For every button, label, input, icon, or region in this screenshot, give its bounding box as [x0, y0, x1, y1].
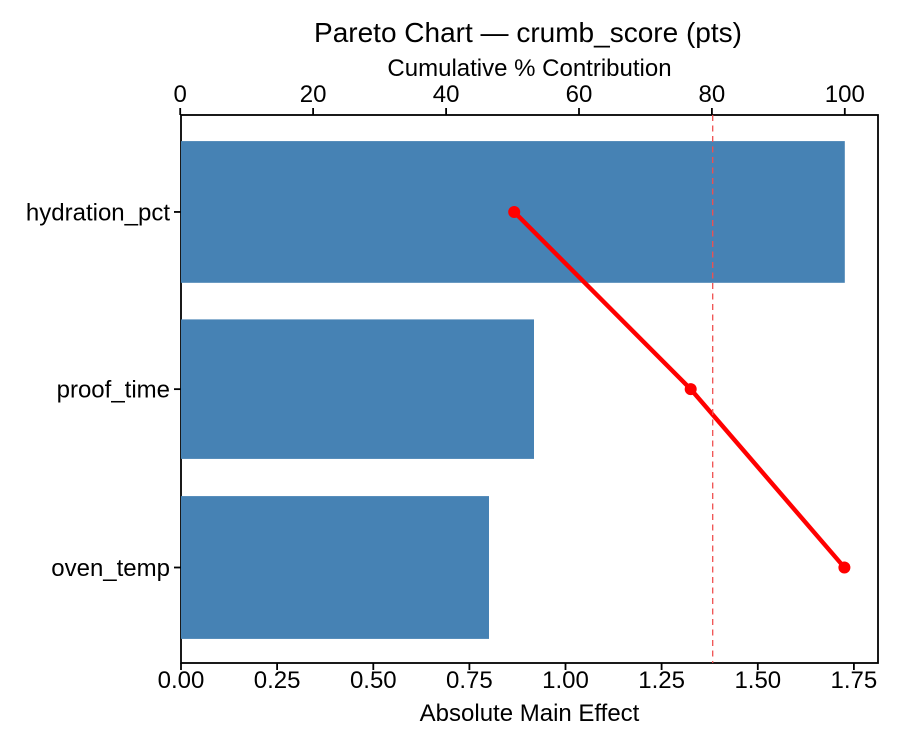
svg-text:0.75: 0.75	[446, 667, 493, 694]
svg-text:1.50: 1.50	[734, 667, 781, 694]
svg-text:Absolute Main Effect: Absolute Main Effect	[420, 700, 640, 727]
svg-text:80: 80	[699, 81, 726, 108]
svg-text:1.75: 1.75	[831, 667, 878, 694]
svg-text:0.25: 0.25	[254, 667, 301, 694]
svg-text:proof_time: proof_time	[57, 377, 170, 404]
svg-text:1.00: 1.00	[542, 667, 589, 694]
svg-text:0.00: 0.00	[158, 667, 205, 694]
svg-text:40: 40	[433, 81, 460, 108]
svg-text:oven_temp: oven_temp	[51, 555, 170, 582]
svg-text:1.25: 1.25	[638, 667, 685, 694]
svg-text:60: 60	[566, 81, 593, 108]
svg-text:20: 20	[300, 81, 327, 108]
svg-text:Cumulative % Contribution: Cumulative % Contribution	[387, 55, 671, 82]
svg-text:0.50: 0.50	[350, 667, 397, 694]
svg-text:0: 0	[174, 81, 187, 108]
svg-text:Pareto Chart — crumb_score (pt: Pareto Chart — crumb_score (pts)	[314, 17, 742, 48]
svg-text:hydration_pct: hydration_pct	[26, 200, 170, 227]
svg-text:100: 100	[825, 81, 865, 108]
